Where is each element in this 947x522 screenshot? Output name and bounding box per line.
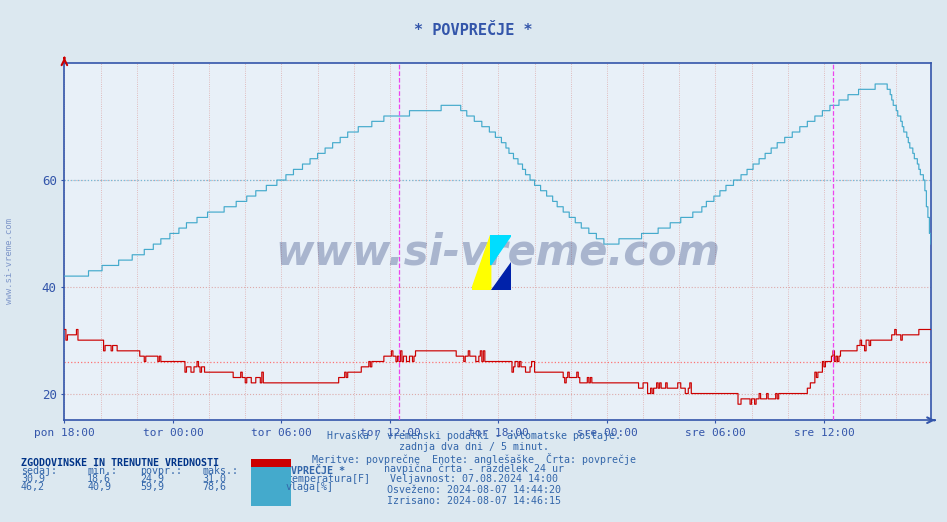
Text: 30,9: 30,9 <box>21 474 45 484</box>
Text: ZGODOVINSKE IN TRENUTNE VREDNOSTI: ZGODOVINSKE IN TRENUTNE VREDNOSTI <box>21 458 219 468</box>
Text: vlaga[%]: vlaga[%] <box>286 482 334 492</box>
Text: 31,0: 31,0 <box>203 474 226 484</box>
Text: 40,9: 40,9 <box>87 482 111 492</box>
Text: min.:: min.: <box>87 466 117 476</box>
Text: sedaj:: sedaj: <box>21 466 57 476</box>
Text: Veljavnost: 07.08.2024 14:00: Veljavnost: 07.08.2024 14:00 <box>389 474 558 484</box>
Text: zadnja dva dni / 5 minut.: zadnja dva dni / 5 minut. <box>399 442 548 452</box>
Text: 78,6: 78,6 <box>203 482 226 492</box>
Text: povpr.:: povpr.: <box>140 466 182 476</box>
Text: temperatura[F]: temperatura[F] <box>286 474 370 484</box>
Polygon shape <box>472 235 491 290</box>
Text: navpična črta - razdelek 24 ur: navpična črta - razdelek 24 ur <box>384 464 563 474</box>
Text: Osveženo: 2024-08-07 14:44:20: Osveženo: 2024-08-07 14:44:20 <box>386 485 561 495</box>
Text: 46,2: 46,2 <box>21 482 45 492</box>
Text: 59,9: 59,9 <box>140 482 164 492</box>
Polygon shape <box>491 263 511 290</box>
Text: www.si-vreme.com: www.si-vreme.com <box>276 231 720 273</box>
Text: Meritve: povprečne  Enote: anglešaške  Črta: povprečje: Meritve: povprečne Enote: anglešaške Črt… <box>312 453 635 465</box>
Polygon shape <box>491 235 511 265</box>
Text: Izrisano: 2024-08-07 14:46:15: Izrisano: 2024-08-07 14:46:15 <box>386 496 561 506</box>
Text: Hrvaška / vremenski podatki - avtomatske postaje.: Hrvaška / vremenski podatki - avtomatske… <box>327 431 620 441</box>
Text: * POVPREČJE *: * POVPREČJE * <box>414 23 533 39</box>
Text: www.si-vreme.com: www.si-vreme.com <box>5 218 14 304</box>
Text: * POVPREČJE *: * POVPREČJE * <box>267 466 345 476</box>
Text: maks.:: maks.: <box>203 466 239 476</box>
Text: 24,9: 24,9 <box>140 474 164 484</box>
Text: 18,6: 18,6 <box>87 474 111 484</box>
